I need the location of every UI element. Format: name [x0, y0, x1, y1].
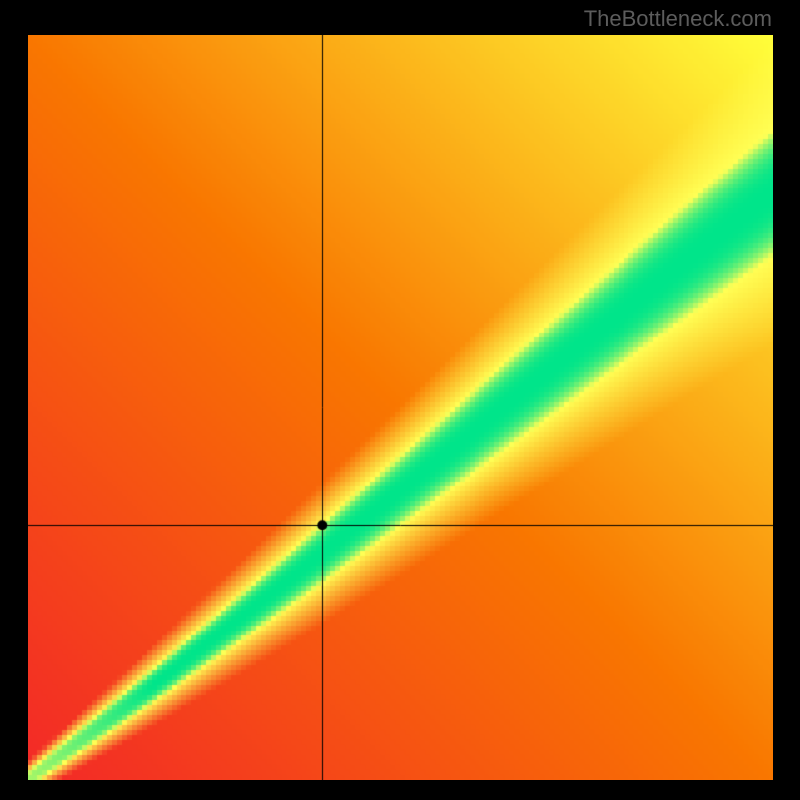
watermark-text: TheBottleneck.com	[584, 6, 772, 32]
plot-area	[28, 35, 773, 780]
chart-container: TheBottleneck.com	[0, 0, 800, 800]
heatmap-canvas	[28, 35, 773, 780]
